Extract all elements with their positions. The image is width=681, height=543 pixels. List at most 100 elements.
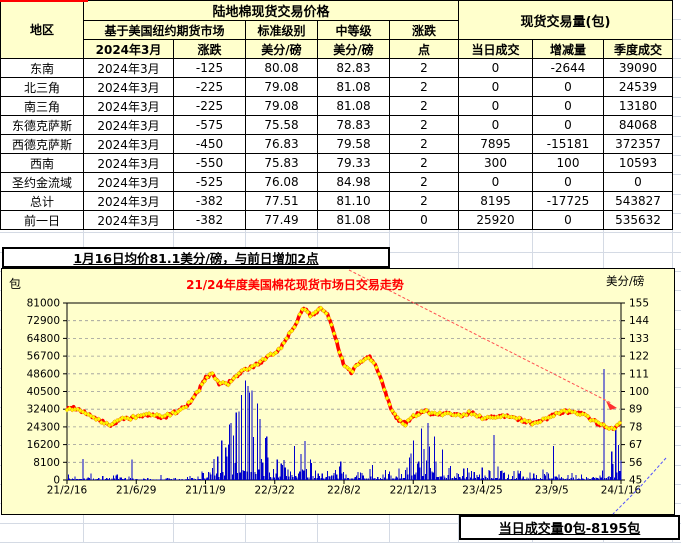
cell-3-4[interactable]: 78.83 <box>317 115 390 135</box>
cell-5-8[interactable]: 10593 <box>603 153 673 173</box>
cell-0-1[interactable]: 2024年3月 <box>83 58 174 78</box>
cell-0-7[interactable]: -2644 <box>532 58 604 78</box>
cell-8-8[interactable]: 535632 <box>603 210 673 230</box>
cell-5-0[interactable]: 西南 <box>0 153 84 173</box>
cell-8-3[interactable]: 77.49 <box>245 210 318 230</box>
cell-7-4[interactable]: 81.10 <box>317 191 390 211</box>
cell-2-2[interactable]: -225 <box>173 96 246 116</box>
cell-4-6[interactable]: 7895 <box>458 134 533 154</box>
cell-6-6[interactable]: 0 <box>458 172 533 192</box>
table-title-price[interactable]: 陆地棉现货交易价格 <box>83 0 459 21</box>
header-change[interactable]: 涨跌 <box>389 20 459 40</box>
daily-volume-callout-box[interactable]: 当日成交量0包-8195包 <box>459 515 680 540</box>
cell-2-7[interactable]: 0 <box>532 96 604 116</box>
cell-6-1[interactable]: 2024年3月 <box>83 172 174 192</box>
cell-6-5[interactable]: 2 <box>389 172 459 192</box>
cell-6-2[interactable]: -525 <box>173 172 246 192</box>
daily-average-note-box[interactable]: 1月16日均价81.1美分/磅，与前日增加2点 <box>2 247 390 268</box>
cell-3-3[interactable]: 75.58 <box>245 115 318 135</box>
cell-4-7[interactable]: -15181 <box>532 134 604 154</box>
cell-6-8[interactable]: 0 <box>603 172 673 192</box>
cell-4-3[interactable]: 76.83 <box>245 134 318 154</box>
cell-5-1[interactable]: 2024年3月 <box>83 153 174 173</box>
cell-1-0[interactable]: 北三角 <box>0 77 84 97</box>
cell-8-5[interactable]: 0 <box>389 210 459 230</box>
cell-0-0[interactable]: 东南 <box>0 58 84 78</box>
cell-2-1[interactable]: 2024年3月 <box>83 96 174 116</box>
cell-8-7[interactable]: 0 <box>532 210 604 230</box>
cell-8-2[interactable]: -382 <box>173 210 246 230</box>
cell-7-5[interactable]: 2 <box>389 191 459 211</box>
left-axis-tick-label: 32400 <box>27 404 60 416</box>
cell-7-1[interactable]: 2024年3月 <box>83 191 174 211</box>
header-futures-market[interactable]: 基于美国纽约期货市场 <box>83 20 246 40</box>
cell-4-0[interactable]: 西德克萨斯 <box>0 134 84 154</box>
cell-3-8[interactable]: 84068 <box>603 115 673 135</box>
cell-7-0[interactable]: 总计 <box>0 191 84 211</box>
cell-5-4[interactable]: 79.33 <box>317 153 390 173</box>
cell-8-1[interactable]: 2024年3月 <box>83 210 174 230</box>
cell-8-4[interactable]: 81.08 <box>317 210 390 230</box>
cell-0-2[interactable]: -125 <box>173 58 246 78</box>
cell-1-8[interactable]: 24539 <box>603 77 673 97</box>
header-middle-grade[interactable]: 中等级 <box>317 20 390 40</box>
cell-3-5[interactable]: 2 <box>389 115 459 135</box>
cell-3-7[interactable]: 0 <box>532 115 604 135</box>
cell-2-3[interactable]: 79.08 <box>245 96 318 116</box>
cell-2-0[interactable]: 南三角 <box>0 96 84 116</box>
cell-7-7[interactable]: -17725 <box>532 191 604 211</box>
header-quarter-volume[interactable]: 季度成交 <box>603 39 673 59</box>
cell-0-5[interactable]: 2 <box>389 58 459 78</box>
header-change-2[interactable]: 涨跌 <box>173 39 246 59</box>
table-title-volume[interactable]: 现货交易量(包) <box>458 0 673 40</box>
cell-7-8[interactable]: 543827 <box>603 191 673 211</box>
cell-2-6[interactable]: 0 <box>458 96 533 116</box>
header-month[interactable]: 2024年3月 <box>83 39 174 59</box>
cell-4-1[interactable]: 2024年3月 <box>83 134 174 154</box>
trend-chart[interactable]: 21/2/16 21/6/29 21/11/9 22/3/22 22/8/2 22/12/… <box>1 268 675 515</box>
cell-3-0[interactable]: 东德克萨斯 <box>0 115 84 135</box>
cell-1-3[interactable]: 79.08 <box>245 77 318 97</box>
cell-1-5[interactable]: 2 <box>389 77 459 97</box>
header-unit-mid[interactable]: 美分/磅 <box>317 39 390 59</box>
cell-2-8[interactable]: 13180 <box>603 96 673 116</box>
header-daily-volume[interactable]: 当日成交 <box>458 39 533 59</box>
cell-5-6[interactable]: 300 <box>458 153 533 173</box>
cell-5-3[interactable]: 75.83 <box>245 153 318 173</box>
cell-6-4[interactable]: 84.98 <box>317 172 390 192</box>
cell-1-1[interactable]: 2024年3月 <box>83 77 174 97</box>
cell-2-5[interactable]: 2 <box>389 96 459 116</box>
cell-4-8[interactable]: 372357 <box>603 134 673 154</box>
header-points[interactable]: 点 <box>389 39 459 59</box>
cell-3-1[interactable]: 2024年3月 <box>83 115 174 135</box>
cell-0-8[interactable]: 39090 <box>603 58 673 78</box>
cell-5-2[interactable]: -550 <box>173 153 246 173</box>
cell-5-5[interactable]: 2 <box>389 153 459 173</box>
cell-1-6[interactable]: 0 <box>458 77 533 97</box>
cell-8-0[interactable]: 前一日 <box>0 210 84 230</box>
cell-7-6[interactable]: 8195 <box>458 191 533 211</box>
cell-7-3[interactable]: 77.51 <box>245 191 318 211</box>
header-unit-std[interactable]: 美分/磅 <box>245 39 318 59</box>
cell-0-4[interactable]: 82.83 <box>317 58 390 78</box>
cell-8-6[interactable]: 25920 <box>458 210 533 230</box>
cell-3-6[interactable]: 0 <box>458 115 533 135</box>
cell-0-6[interactable]: 0 <box>458 58 533 78</box>
cell-4-4[interactable]: 79.58 <box>317 134 390 154</box>
cell-3-2[interactable]: -575 <box>173 115 246 135</box>
cell-0-3[interactable]: 80.08 <box>245 58 318 78</box>
cell-2-4[interactable]: 81.08 <box>317 96 390 116</box>
cell-1-2[interactable]: -225 <box>173 77 246 97</box>
cell-4-5[interactable]: 2 <box>389 134 459 154</box>
cell-6-3[interactable]: 76.08 <box>245 172 318 192</box>
cell-1-7[interactable]: 0 <box>532 77 604 97</box>
cell-6-7[interactable]: 0 <box>532 172 604 192</box>
header-standard-grade[interactable]: 标准级别 <box>245 20 318 40</box>
cell-5-7[interactable]: 100 <box>532 153 604 173</box>
cell-6-0[interactable]: 圣约金流域 <box>0 172 84 192</box>
header-region[interactable]: 地区 <box>0 0 84 59</box>
cell-4-2[interactable]: -450 <box>173 134 246 154</box>
cell-7-2[interactable]: -382 <box>173 191 246 211</box>
header-delta[interactable]: 增减量 <box>532 39 604 59</box>
cell-1-4[interactable]: 81.08 <box>317 77 390 97</box>
